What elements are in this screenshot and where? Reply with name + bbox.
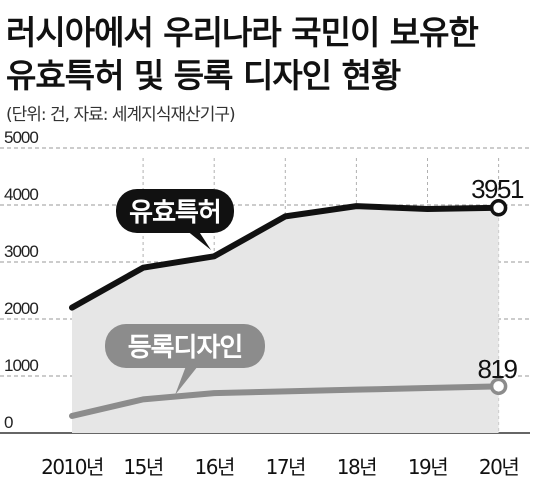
series-1-name: 유효특허 [129,198,221,228]
x-tick-label: 17년 [266,455,305,479]
series-2-end-label: 819 [478,354,518,384]
chart-subtitle: (단위: 건, 자료: 세계지식재산기구) [6,105,235,125]
series-lines [69,203,502,419]
x-axis-ticks: 2010년 15년 16년 17년 18년 19년 20년 [41,455,520,479]
x-tick-label: 19년 [408,455,447,479]
chart-title-line1: 러시아에서 우리나라 국민이 보유한 [6,13,479,52]
series-2-bubble-tail [175,366,198,395]
x-tick-label: 16년 [195,455,234,479]
series-2-label-bubble: 등록디자인 [105,324,265,395]
series-1-label-bubble: 유효특허 [116,189,234,250]
series-1-line [69,203,502,311]
series-2-bubble-box [105,324,265,368]
series-markers [489,199,508,396]
y-tick-label: 3000 [4,242,38,261]
series-2-end-point [489,377,508,396]
series-1-end-label: 3951 [471,174,524,204]
series-1-end-point [489,199,508,217]
y-axis-ticks: 5000 4000 3000 2000 1000 0 [4,128,39,432]
y-tick-label: 2000 [4,299,38,318]
series-1-bubble-box [116,189,234,233]
y-tick-label: 1000 [4,356,38,375]
chart-title-line2: 유효특허 및 등록 디자인 현황 [6,56,401,95]
y-tick-label: 5000 [4,128,38,147]
series-2-name: 등록디자인 [128,333,243,363]
series-2-line [69,383,502,419]
y-tick-label: 4000 [4,185,38,204]
y-tick-label: 0 [4,413,13,432]
x-tick-label: 20년 [479,455,518,479]
x-tick-label: 2010년 [41,455,103,479]
series-1-bubble-tail [186,230,211,250]
x-tick-label: 18년 [337,455,376,479]
x-tick-label: 15년 [123,455,162,479]
